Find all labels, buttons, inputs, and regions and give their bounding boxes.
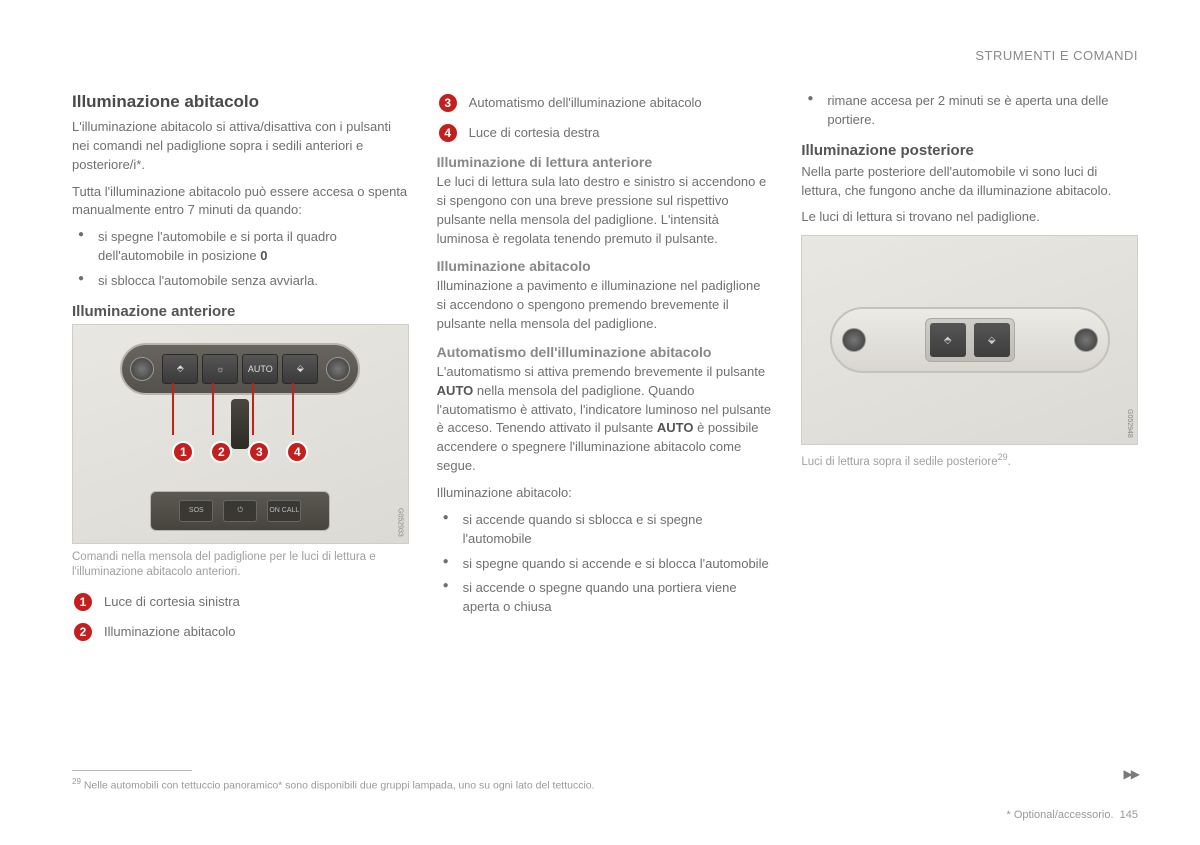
paragraph: Illuminazione abitacolo: — [437, 484, 774, 503]
sub-subheading: Illuminazione abitacolo — [437, 258, 774, 274]
legend-item: 3 Automatismo dell'illuminazione abitaco… — [437, 92, 774, 114]
caption-text: Luci di lettura sopra il sedile posterio… — [801, 456, 997, 468]
vent-icon — [326, 357, 350, 381]
legend-item: 2 Illuminazione abitacolo — [72, 621, 409, 643]
lower-panel: SOS ⏻ ON CALL — [150, 491, 330, 531]
vent-icon — [842, 328, 866, 352]
callout-3: 3 — [248, 441, 270, 463]
sub-subheading: Illuminazione di lettura anteriore — [437, 154, 774, 170]
figure-rear-controls: ⬘ ⬙ G052948 — [801, 235, 1138, 445]
legend-item: 4 Luce di cortesia destra — [437, 122, 774, 144]
column-3: rimane accesa per 2 minuti se è aperta u… — [801, 92, 1138, 651]
paragraph: Le luci di lettura sula lato destro e si… — [437, 173, 774, 248]
legend-number: 2 — [72, 621, 94, 643]
panel-button: ⏻ — [223, 500, 257, 522]
intro-paragraph: L'illuminazione abitacolo si attiva/disa… — [72, 118, 409, 175]
image-code: G052933 — [397, 508, 404, 537]
legend-number: 4 — [437, 122, 459, 144]
footnote-rule — [72, 770, 192, 771]
subheading: Illuminazione anteriore — [72, 303, 409, 320]
section-header: STRUMENTI E COMANDI — [975, 48, 1138, 63]
subheading: Illuminazione posteriore — [801, 142, 1138, 159]
list-item: si sblocca l'automobile senza avviarla. — [72, 272, 409, 291]
list-item: si accende o spegne quando una portiera … — [437, 579, 774, 617]
rear-light-button: ⬙ — [974, 323, 1010, 357]
oncall-button: ON CALL — [267, 500, 301, 522]
legend-text: Luce di cortesia sinistra — [104, 591, 240, 611]
figure-caption: Comandi nella mensola del padiglione per… — [72, 550, 409, 581]
list-item: si spegne l'automobile e si porta il qua… — [72, 228, 409, 266]
auto-label: AUTO — [437, 383, 474, 398]
list-text: si spegne l'automobile e si porta il qua… — [98, 229, 337, 263]
bold-zero: 0 — [260, 248, 267, 263]
continue-arrows: ▶▶ — [1124, 767, 1138, 781]
vent-icon — [1074, 328, 1098, 352]
callout-2: 2 — [210, 441, 232, 463]
optional-note: * Optional/accessorio. — [1007, 809, 1114, 821]
sub-subheading: Automatismo dell'illuminazione abitacolo — [437, 344, 774, 360]
list-item: rimane accesa per 2 minuti se è aperta u… — [801, 92, 1138, 130]
light-button: ⬘ — [162, 354, 198, 384]
light-button: ⬙ — [282, 354, 318, 384]
callout-numbers: 1 2 3 4 — [172, 441, 308, 463]
footnote-ref: 29 — [998, 452, 1008, 462]
paragraph: Illuminazione a pavimento e illuminazion… — [437, 277, 774, 334]
rear-center: ⬘ ⬙ — [925, 318, 1015, 362]
auto-label: AUTO — [657, 420, 694, 435]
figure-caption: Luci di lettura sopra il sedile posterio… — [801, 451, 1138, 470]
light-button: ☼ — [202, 354, 238, 384]
bullet-list: si spegne l'automobile e si porta il qua… — [72, 228, 409, 291]
legend-text: Automatismo dell'illuminazione abitacolo — [469, 92, 702, 112]
column-2: 3 Automatismo dell'illuminazione abitaco… — [437, 92, 774, 651]
footnote-text: Nelle automobili con tettuccio panoramic… — [84, 779, 595, 791]
content-columns: Illuminazione abitacolo L'illuminazione … — [72, 92, 1138, 651]
rear-panel: ⬘ ⬙ — [830, 307, 1110, 373]
callout-lines — [160, 383, 320, 443]
legend-number: 3 — [437, 92, 459, 114]
callout-1: 1 — [172, 441, 194, 463]
auto-button: AUTO — [242, 354, 278, 384]
legend-text: Illuminazione abitacolo — [104, 621, 236, 641]
sos-button: SOS — [179, 500, 213, 522]
list-item: si accende quando si sblocca e si spegne… — [437, 511, 774, 549]
button-row: ⬘ ☼ AUTO ⬙ — [162, 354, 318, 384]
paragraph: Nella parte posteriore dell'automobile v… — [801, 163, 1138, 201]
bullet-list: rimane accesa per 2 minuti se è aperta u… — [801, 92, 1138, 130]
footnote: 29 Nelle automobili con tettuccio panora… — [72, 777, 595, 792]
column-1: Illuminazione abitacolo L'illuminazione … — [72, 92, 409, 651]
legend-text: Luce di cortesia destra — [469, 122, 600, 142]
rear-light-button: ⬘ — [930, 323, 966, 357]
legend-item: 1 Luce di cortesia sinistra — [72, 591, 409, 613]
image-code: G052948 — [1126, 409, 1133, 438]
page-footer: * Optional/accessorio. 145 — [1007, 809, 1138, 821]
legend-number: 1 — [72, 591, 94, 613]
figure-front-controls: ⬘ ☼ AUTO ⬙ 1 2 3 4 SOS — [72, 324, 409, 544]
bullet-list: si accende quando si sblocca e si spegne… — [437, 511, 774, 617]
page-number: 145 — [1120, 809, 1138, 821]
footnote-number: 29 — [72, 777, 81, 786]
paragraph: Le luci di lettura si trovano nel padigl… — [801, 208, 1138, 227]
list-item: si spegne quando si accende e si blocca … — [437, 555, 774, 574]
paragraph: Tutta l'illuminazione abitacolo può esse… — [72, 183, 409, 221]
paragraph: L'automatismo si attiva premendo breveme… — [437, 363, 774, 476]
main-heading: Illuminazione abitacolo — [72, 92, 409, 112]
callout-4: 4 — [286, 441, 308, 463]
vent-icon — [130, 357, 154, 381]
caption-text: . — [1008, 456, 1011, 468]
text-span: L'automatismo si attiva premendo breveme… — [437, 364, 765, 379]
